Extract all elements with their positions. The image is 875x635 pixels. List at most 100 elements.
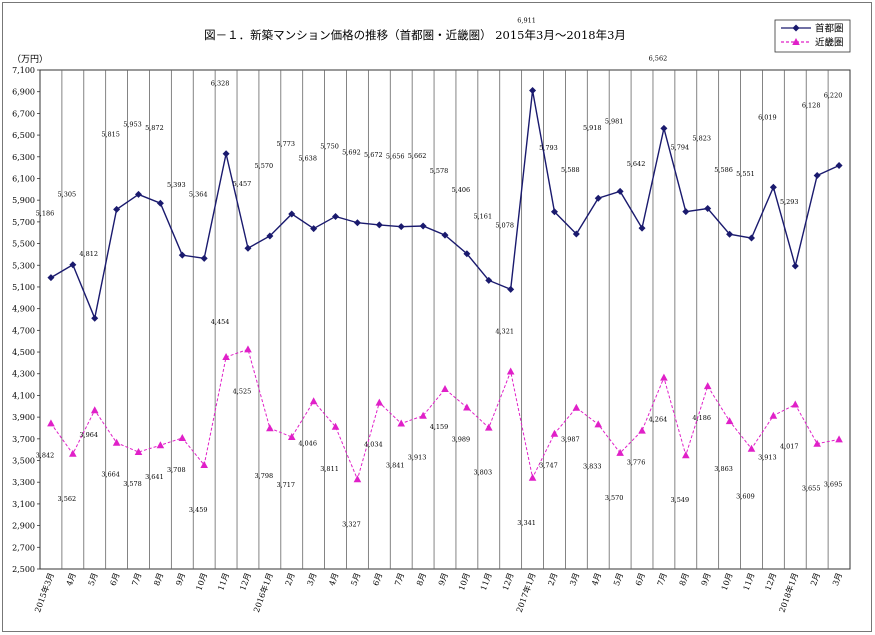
data-label-kinki: 4,186 <box>692 414 711 422</box>
data-point-kinki <box>725 417 734 425</box>
x-tick-label: 3月 <box>831 572 844 587</box>
data-label-kinki: 3,578 <box>123 480 142 488</box>
data-label-shutoken: 5,578 <box>430 167 449 175</box>
data-label-shutoken: 5,815 <box>101 130 120 138</box>
y-tick-label: 3,300 <box>12 478 35 487</box>
y-tick-label: 6,300 <box>12 153 35 162</box>
plot-area: 2,500 2,700 2,900 3,100 3,300 3,500 3,700 3,900… <box>12 17 851 614</box>
data-point-shutoken <box>791 262 799 270</box>
data-label-kinki: 3,562 <box>58 495 77 503</box>
data-label-kinki: 3,841 <box>386 462 405 470</box>
x-tick-label: 10月 <box>457 572 472 592</box>
x-tick-label: 2015年3月 <box>32 571 56 613</box>
y-tick-label: 7,100 <box>12 66 35 75</box>
data-point-shutoken <box>244 244 252 252</box>
data-point-shutoken <box>813 171 821 179</box>
data-label-kinki: 3,655 <box>802 485 821 493</box>
data-point-shutoken <box>550 208 558 216</box>
x-tick-label: 11月 <box>479 572 494 592</box>
data-point-shutoken <box>747 234 755 242</box>
y-tick-label: 4,500 <box>12 348 35 357</box>
data-label-shutoken: 5,794 <box>671 144 690 152</box>
data-point-shutoken <box>638 224 646 232</box>
data-point-shutoken <box>835 161 843 169</box>
data-label-kinki: 3,695 <box>824 480 843 488</box>
y-tick-label: 2,700 <box>12 543 35 552</box>
x-tick-label: 2月 <box>809 572 822 587</box>
data-point-kinki <box>441 385 449 393</box>
data-point-kinki <box>90 406 99 414</box>
x-tick-label: 2月 <box>546 572 559 587</box>
data-point-shutoken <box>682 208 690 216</box>
y-tick-label: 5,300 <box>12 261 35 270</box>
y-tick-label: 6,700 <box>12 109 35 118</box>
data-point-shutoken <box>200 254 208 262</box>
data-label-shutoken: 5,186 <box>36 210 55 218</box>
x-tick-label: 10月 <box>720 572 735 592</box>
x-tick-label: 2月 <box>284 572 297 587</box>
x-tick-label: 3月 <box>306 572 319 587</box>
data-point-kinki <box>660 373 668 381</box>
x-tick-label: 4月 <box>65 572 78 587</box>
data-point-shutoken <box>332 212 340 220</box>
y-tick-label: 2,500 <box>12 565 35 574</box>
data-label-shutoken: 5,305 <box>58 191 77 199</box>
x-tick-label: 2016年1月 <box>251 571 275 613</box>
data-point-kinki <box>463 403 471 411</box>
x-tick-label: 9月 <box>437 572 450 587</box>
data-label-kinki: 4,034 <box>364 441 383 449</box>
data-point-kinki <box>703 382 712 390</box>
data-label-shutoken: 5,570 <box>255 162 274 170</box>
data-label-kinki: 3,609 <box>736 493 755 501</box>
y-tick-label: 3,100 <box>12 500 35 509</box>
data-point-shutoken <box>47 274 55 282</box>
data-point-shutoken <box>419 222 427 230</box>
data-point-shutoken <box>397 223 405 231</box>
y-tick-label: 6,900 <box>12 88 35 97</box>
data-point-kinki <box>594 420 603 428</box>
y-tick-label: 5,900 <box>12 196 35 205</box>
x-tick-label: 4月 <box>590 572 603 587</box>
y-axis-unit: （万円） <box>12 54 48 65</box>
data-label-kinki: 3,327 <box>342 520 361 528</box>
data-point-kinki <box>47 419 55 427</box>
data-label-shutoken: 6,911 <box>517 17 536 25</box>
x-tick-label: 8月 <box>678 572 691 587</box>
y-tick-label: 6,100 <box>12 174 35 183</box>
data-label-kinki: 4,321 <box>495 327 514 335</box>
data-label-kinki: 3,776 <box>627 459 646 467</box>
data-label-shutoken: 5,662 <box>408 152 427 160</box>
data-point-kinki <box>287 432 296 440</box>
data-point-kinki <box>638 426 646 434</box>
data-point-kinki <box>572 403 581 411</box>
data-point-kinki <box>178 433 187 441</box>
chart-title: 図－１．新築マンション価格の推移（首都圏・近畿圏） 2015年3月～2018年3… <box>204 28 626 42</box>
x-tick-label: 6月 <box>371 572 384 587</box>
data-point-shutoken <box>353 219 361 227</box>
x-tick-label: 5月 <box>612 572 625 587</box>
y-tick-label: 3,900 <box>12 413 35 422</box>
data-point-kinki <box>769 411 778 419</box>
data-point-kinki <box>112 438 121 446</box>
data-point-shutoken <box>616 187 624 195</box>
y-tick-label: 5,700 <box>12 218 35 227</box>
y-tick-label: 3,500 <box>12 457 35 466</box>
data-point-kinki <box>69 449 77 457</box>
legend-box <box>774 19 851 53</box>
x-tick-label: 9月 <box>174 572 187 587</box>
x-tick-label: 11月 <box>742 572 757 592</box>
x-tick-label: 2017年1月 <box>514 571 538 613</box>
data-label-kinki: 3,842 <box>36 451 55 459</box>
data-label-kinki: 4,264 <box>649 416 668 424</box>
data-label-shutoken: 5,457 <box>233 180 252 188</box>
data-point-kinki <box>200 460 208 468</box>
series-line-kinki <box>50 348 840 481</box>
y-tick-label: 3,700 <box>12 435 35 444</box>
data-point-shutoken <box>91 314 99 322</box>
data-label-shutoken: 5,656 <box>386 153 405 161</box>
data-point-shutoken <box>463 250 471 258</box>
data-point-shutoken <box>660 124 668 132</box>
data-point-kinki <box>791 400 800 408</box>
data-point-shutoken <box>135 190 143 198</box>
